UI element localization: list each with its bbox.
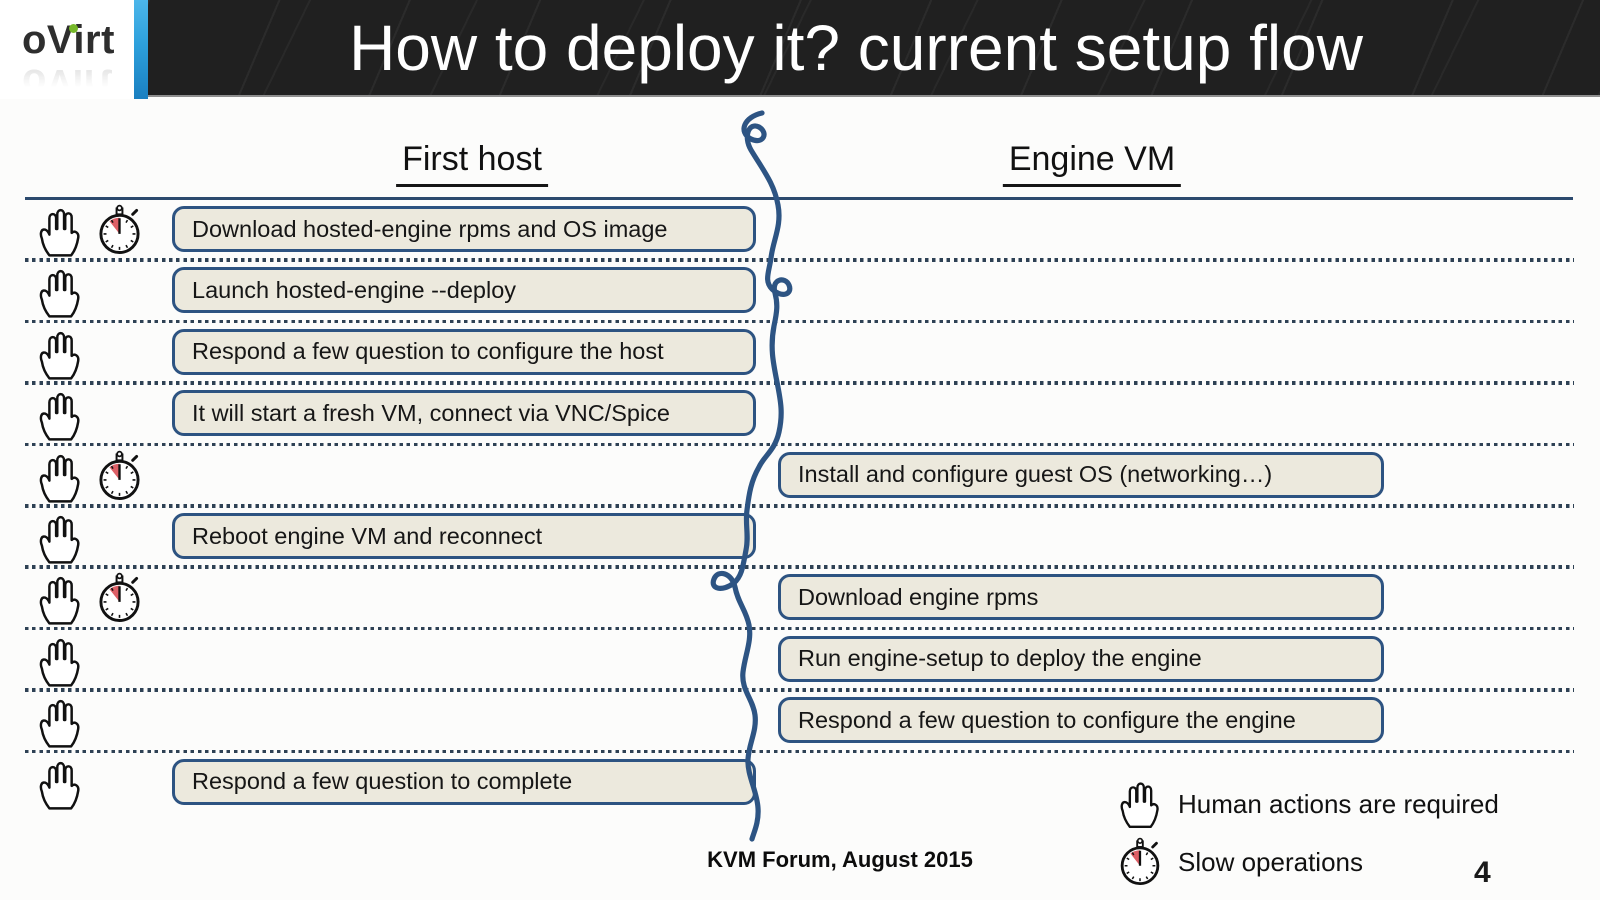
step-label: Download engine rpms: [798, 583, 1039, 610]
legend-item: Human actions are required: [1118, 778, 1499, 830]
step-label: Respond a few question to configure the …: [798, 706, 1296, 733]
step-row-9: Respond a few question to configure the …: [0, 690, 1600, 751]
header-accent-bar: [134, 0, 148, 99]
page-number: 4: [1474, 856, 1491, 889]
hand-icon: [36, 451, 84, 504]
column-title-engine-vm: Engine VM: [1002, 140, 1182, 187]
hand-icon: [36, 266, 84, 319]
stopwatch-icon: [97, 449, 142, 503]
hand-icon: [36, 512, 84, 565]
step-box-engine-vm: Download engine rpms: [778, 574, 1384, 621]
step-box-engine-vm: Respond a few question to configure the …: [778, 697, 1384, 744]
hand-icon: [36, 205, 84, 258]
step-label: It will start a fresh VM, connect via VN…: [192, 399, 670, 426]
step-label: Respond a few question to complete: [192, 768, 573, 795]
step-box-first-host: Download hosted-engine rpms and OS image: [172, 206, 756, 252]
stopwatch-icon: [1118, 836, 1162, 888]
column-title-first-host: First host: [396, 140, 548, 187]
row-separator: [25, 504, 1574, 508]
slide-title: How to deploy it? current setup flow: [349, 11, 1363, 84]
hand-icon: [36, 328, 84, 381]
title-bar: How to deploy it? current setup flow: [148, 0, 1600, 97]
hand-icon: [36, 635, 84, 688]
step-label: Download hosted-engine rpms and OS image: [192, 215, 668, 242]
credit-text: KVM Forum, August 2015: [707, 847, 973, 872]
row-separator: [25, 749, 1574, 754]
hand-icon: [36, 696, 84, 749]
step-row-6: Reboot engine VM and reconnect: [0, 506, 1600, 567]
row-separator: [25, 442, 1574, 447]
step-label: Launch hosted-engine --deploy: [192, 276, 517, 303]
row-separator: [25, 381, 1574, 385]
step-row-8: Run engine-setup to deploy the engine: [0, 629, 1600, 690]
row-separator: [25, 319, 1574, 324]
header-rule: [25, 197, 1573, 200]
ovirt-logo-reflection: oVirt: [22, 61, 113, 105]
step-box-engine-vm: Install and configure guest OS (networki…: [778, 451, 1384, 498]
legend-label: Human actions are required: [1178, 788, 1499, 819]
step-box-engine-vm: Run engine-setup to deploy the engine: [778, 635, 1384, 682]
logo-green-dot-icon: [69, 24, 78, 33]
step-label: Reboot engine VM and reconnect: [192, 522, 543, 549]
step-row-7: Download engine rpms: [0, 567, 1600, 628]
step-row-3: Respond a few question to configure the …: [0, 322, 1600, 383]
stopwatch-icon: [97, 571, 142, 625]
legend-item: Slow operations: [1118, 836, 1363, 888]
step-box-first-host: Launch hosted-engine --deploy: [172, 267, 756, 314]
hand-icon: [36, 573, 84, 626]
step-label: Install and configure guest OS (networki…: [798, 461, 1273, 488]
logo-area: oVirt oVirt: [0, 0, 134, 105]
step-row-1: Download hosted-engine rpms and OS image: [0, 199, 1600, 260]
step-box-first-host: Respond a few question to configure the …: [172, 328, 756, 375]
row-separator: [25, 565, 1574, 569]
row-separator: [25, 626, 1574, 631]
step-row-4: It will start a fresh VM, connect via VN…: [0, 383, 1600, 444]
row-separator: [25, 688, 1574, 692]
step-box-first-host: Reboot engine VM and reconnect: [172, 513, 756, 559]
step-box-first-host: Respond a few question to complete: [172, 758, 756, 805]
step-box-first-host: It will start a fresh VM, connect via VN…: [172, 390, 756, 437]
ovirt-logo: oVirt: [22, 18, 115, 62]
hand-icon: [36, 758, 84, 811]
row-separator: [25, 258, 1574, 262]
hand-icon: [36, 389, 84, 442]
step-label: Run engine-setup to deploy the engine: [798, 645, 1202, 672]
step-label: Respond a few question to configure the …: [192, 338, 664, 365]
step-row-2: Launch hosted-engine --deploy: [0, 260, 1600, 321]
step-row-10: Respond a few question to complete: [0, 752, 1600, 813]
stopwatch-icon: [97, 203, 142, 257]
legend-label: Slow operations: [1178, 846, 1363, 877]
step-row-5: Install and configure guest OS (networki…: [0, 445, 1600, 506]
